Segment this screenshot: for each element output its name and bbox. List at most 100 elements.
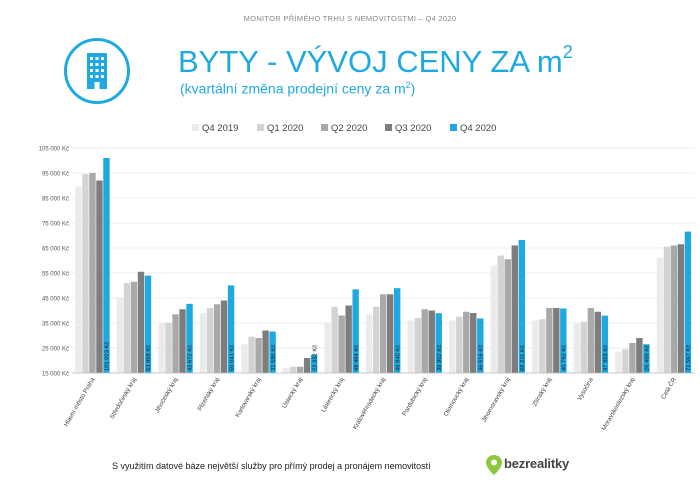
x-tick-label: Středočeský kraj	[109, 377, 138, 421]
x-tick-label: Vysočina	[576, 376, 595, 402]
bar	[663, 246, 671, 373]
bar	[470, 313, 477, 373]
bar	[373, 306, 380, 373]
y-tick-label: 35 000 Kč	[42, 322, 69, 328]
legend-swatch	[321, 124, 328, 131]
x-tick-label: Zlínský kraj	[531, 377, 553, 408]
data-label: 101 023 Kč	[105, 342, 111, 371]
legend-swatch	[385, 124, 392, 131]
bar	[144, 275, 152, 373]
data-label: 68 211 Kč	[520, 345, 526, 371]
data-label: 37 959 Kč	[603, 345, 609, 371]
bar	[546, 308, 553, 373]
logo	[64, 38, 130, 104]
bar	[255, 338, 262, 373]
legend-label: Q3 2020	[395, 123, 431, 134]
data-label: 42 672 Kč	[188, 345, 194, 371]
bar	[179, 309, 186, 373]
x-tick-label: Liberecký kraj	[320, 377, 345, 414]
price-chart: 15 000 Kč 25 000 Kč 35 000 Kč 45 000 Kč 55 0…	[39, 123, 695, 432]
y-tick-label: 15 000 Kč	[42, 372, 69, 378]
x-tick-label: Pardubický kraj	[401, 377, 429, 418]
bar	[449, 320, 456, 373]
x-tick-label: Jihomoravský kraj	[481, 376, 512, 423]
bar	[130, 281, 138, 373]
location-pin-icon	[486, 455, 502, 475]
data-label: 26 488 Kč	[645, 345, 651, 371]
bar	[553, 308, 560, 373]
bar	[352, 289, 359, 373]
y-tick-label: 75 000 Kč	[42, 222, 69, 228]
bar	[331, 306, 338, 373]
x-tick-label: Královéhradecký kraj	[352, 377, 387, 431]
x-tick-label: Moravskoslezský kraj	[600, 377, 636, 432]
x-tick-label: Ústecký kraj	[279, 376, 304, 410]
building-icon	[87, 53, 107, 89]
bar	[511, 245, 518, 373]
data-label: 40 792 Kč	[562, 345, 568, 371]
y-tick-label: 65 000 Kč	[42, 247, 69, 253]
bar	[123, 283, 131, 373]
brand-logo: bezrealitky	[486, 455, 586, 475]
bar	[601, 315, 609, 373]
bar	[199, 313, 207, 373]
bar	[227, 285, 235, 373]
bar	[504, 259, 511, 373]
bar	[137, 271, 145, 373]
bar	[615, 351, 622, 373]
bar	[518, 239, 525, 373]
bar	[380, 294, 387, 373]
bar	[629, 343, 636, 373]
bar	[289, 366, 297, 373]
bar	[262, 330, 269, 373]
bar	[670, 245, 678, 373]
bar	[269, 331, 276, 373]
data-label: 48 464 Kč	[354, 345, 360, 371]
bar	[656, 258, 664, 373]
y-tick-label: 95 000 Kč	[42, 172, 69, 178]
bar	[186, 303, 193, 373]
bar	[89, 173, 96, 373]
bar	[435, 313, 442, 373]
bar	[206, 308, 214, 373]
x-tick-label: Jihočeský kraj	[154, 377, 180, 415]
bar	[248, 336, 255, 373]
legend-label: Q4 2019	[202, 123, 238, 134]
bar	[532, 320, 539, 373]
bar	[96, 180, 103, 373]
bar	[324, 323, 331, 373]
data-label: 48 940 Kč	[395, 345, 401, 371]
bar	[213, 304, 221, 373]
bar	[82, 174, 89, 373]
brand-name: bezrealitky	[504, 456, 570, 471]
y-tick-label: 25 000 Kč	[42, 347, 69, 353]
bar	[75, 186, 82, 373]
data-label: 36 816 Kč	[478, 345, 484, 371]
bar	[394, 288, 401, 373]
data-label: 31 596 Kč	[271, 345, 277, 371]
bar	[407, 320, 414, 373]
bar	[414, 318, 421, 373]
bar	[345, 305, 352, 373]
page-title: BYTY - VÝVOJ CENY ZA m2	[178, 42, 573, 79]
bar	[677, 244, 685, 373]
data-label: 71 567 Kč	[686, 345, 692, 371]
bar	[220, 300, 228, 373]
bar	[303, 358, 311, 373]
bar	[428, 310, 435, 373]
data-label: 38 902 Kč	[437, 345, 443, 371]
bar	[636, 338, 643, 373]
bar	[497, 255, 504, 373]
bar	[539, 319, 546, 373]
legend-swatch	[450, 124, 457, 131]
data-label: 50 041 Kč	[229, 345, 235, 371]
x-tick-label: Hlavní město Praha	[63, 376, 97, 428]
bar	[580, 321, 588, 373]
data-label: 53 958 Kč	[146, 345, 152, 371]
legend-swatch	[192, 124, 199, 131]
bar	[463, 311, 470, 373]
bar	[366, 314, 373, 373]
bar	[165, 323, 172, 373]
bar	[103, 157, 110, 373]
x-tick-label: Plzeňský kraj	[196, 377, 221, 413]
